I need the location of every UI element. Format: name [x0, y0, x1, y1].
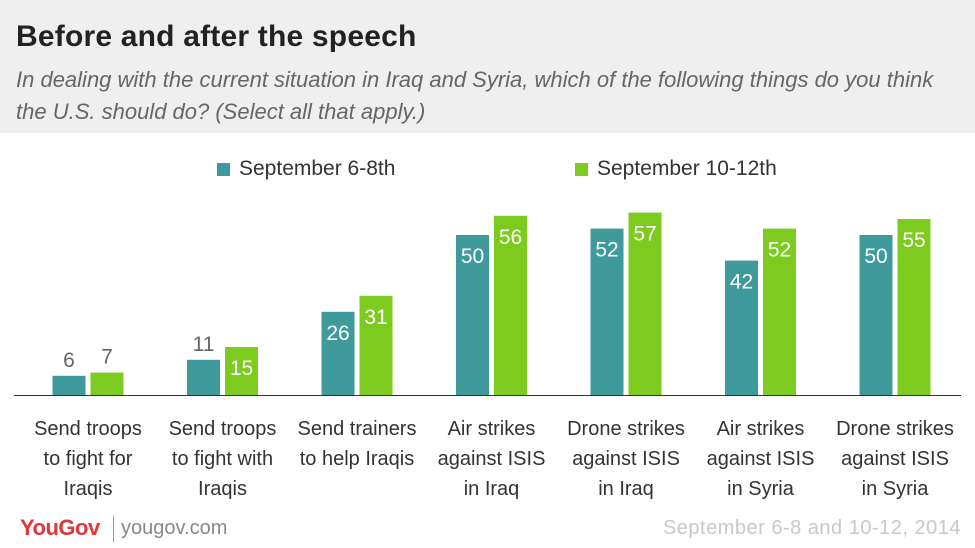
category-label-7-line-3: in Syria [862, 478, 930, 500]
category-label-1-line-3: Iraqis [64, 478, 113, 500]
category-label-2-line-1: Send troops [169, 418, 277, 440]
data-label-series-1-cat-4: 50 [461, 245, 484, 268]
category-label-6-line-2: against ISIS [707, 448, 815, 470]
data-label-series-2-cat-6: 52 [768, 239, 791, 262]
footer-site-link[interactable]: yougov.com [121, 517, 228, 539]
data-label-series-1-cat-6: 42 [730, 271, 753, 294]
data-label-series-1-cat-2: 11 [193, 333, 215, 356]
bar-series-2-cat-7 [897, 219, 931, 395]
footer-date: September 6-8 and 10-12, 2014 [662, 517, 961, 539]
chart-title: Before and after the speech [16, 20, 417, 53]
bar-series-2-cat-5 [628, 212, 662, 395]
bar-series-1-cat-3 [321, 311, 355, 395]
data-label-series-2-cat-4: 56 [499, 226, 522, 249]
category-label-6-line-3: in Syria [727, 478, 795, 500]
category-label-2-line-2: to fight with [172, 448, 273, 470]
bar-series-2-cat-2 [225, 347, 258, 395]
legend-label-series-2: September 10-12th [597, 157, 777, 180]
category-label-3-line-1: Send trainers [298, 418, 417, 440]
bar-series-1-cat-6 [725, 260, 758, 395]
bar-series-1-cat-4 [456, 235, 489, 395]
legend-item-series-1: September 6-8th [217, 156, 395, 182]
category-label-3-line-2: to help Iraqis [300, 448, 415, 470]
bar-series-2-cat-6 [763, 228, 796, 395]
category-label-4-line-2: against ISIS [438, 448, 546, 470]
category-label-5-line-1: Drone strikes [567, 418, 685, 440]
data-label-series-2-cat-2: 15 [230, 357, 253, 380]
data-label-series-1-cat-7: 50 [864, 245, 887, 268]
legend-swatch-series-1 [217, 162, 230, 176]
bar-series-2-cat-3 [359, 295, 393, 395]
legend-item-series-2: September 10-12th [575, 156, 777, 182]
bar-series-2-cat-4 [494, 215, 527, 395]
category-label-4-line-3: in Iraq [464, 478, 520, 500]
category-label-1-line-2: to fight for [44, 448, 133, 470]
data-label-series-1-cat-1: 6 [63, 349, 75, 372]
yougov-logo: YouGov [20, 515, 100, 540]
category-label-2-line-3: Iraqis [198, 478, 247, 500]
footer-divider [113, 516, 114, 542]
data-label-series-2-cat-1: 7 [101, 346, 113, 369]
category-label-4-line-1: Air strikes [448, 418, 536, 440]
header-band: Before and after the speech In dealing w… [0, 0, 975, 133]
bar-series-2-cat-1 [90, 372, 124, 395]
data-label-series-1-cat-3: 26 [326, 322, 349, 345]
data-label-series-1-cat-5: 52 [595, 239, 618, 262]
legend-swatch-series-2 [575, 162, 588, 176]
category-label-5-line-3: in Iraq [598, 478, 654, 500]
bar-series-1-cat-7 [859, 235, 893, 395]
category-label-7-line-1: Drone strikes [836, 418, 954, 440]
bar-series-1-cat-5 [590, 228, 624, 395]
bar-series-1-cat-1 [52, 375, 86, 395]
data-label-series-2-cat-3: 31 [364, 306, 387, 329]
data-label-series-2-cat-5: 57 [633, 223, 656, 246]
chart-subtitle: In dealing with the current situation in… [16, 67, 934, 124]
category-label-1-line-1: Send troops [34, 418, 142, 440]
category-label-5-line-2: against ISIS [572, 448, 680, 470]
category-label-6-line-1: Air strikes [717, 418, 805, 440]
category-label-7-line-2: against ISIS [841, 448, 949, 470]
legend-label-series-1: September 6-8th [239, 157, 396, 180]
bar-series-1-cat-2 [187, 359, 220, 395]
data-label-series-2-cat-7: 55 [902, 229, 925, 252]
